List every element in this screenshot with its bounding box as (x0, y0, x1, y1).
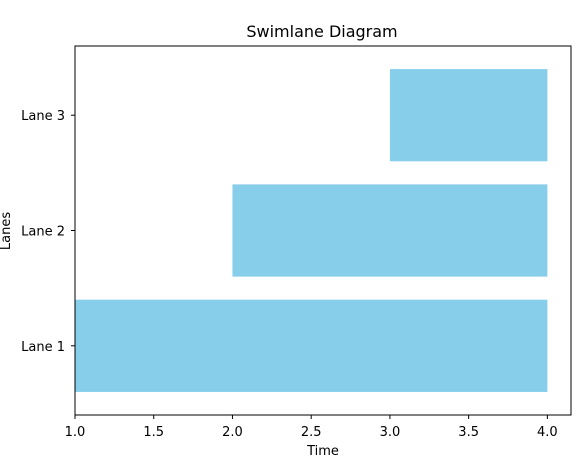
y-axis-label: Lanes (0, 212, 14, 250)
y-tick-label: Lane 3 (21, 109, 65, 124)
x-axis-ticks: 1.0 1.5 2.0 2.5 3.0 3.5 4.0 (65, 415, 558, 440)
y-tick-label: Lane 1 (21, 340, 65, 355)
bar-lane-2 (232, 184, 548, 277)
x-tick-label: 3.5 (458, 425, 479, 440)
x-tick-label: 2.0 (222, 425, 243, 440)
x-tick-label: 4.0 (537, 425, 558, 440)
x-tick-label: 1.0 (65, 425, 86, 440)
x-axis-label: Time (306, 444, 339, 459)
y-axis-ticks: Lane 1 Lane 2 Lane 3 (21, 109, 75, 355)
y-tick-label: Lane 2 (21, 225, 65, 240)
chart-title: Swimlane Diagram (246, 22, 397, 41)
x-tick-label: 2.5 (301, 425, 322, 440)
x-tick-label: 1.5 (143, 425, 164, 440)
bar-lane-3 (389, 69, 548, 162)
plot-frame (74, 45, 572, 416)
bars-group (75, 69, 548, 392)
x-tick-label: 3.0 (380, 425, 401, 440)
bar-lane-1 (75, 299, 548, 392)
